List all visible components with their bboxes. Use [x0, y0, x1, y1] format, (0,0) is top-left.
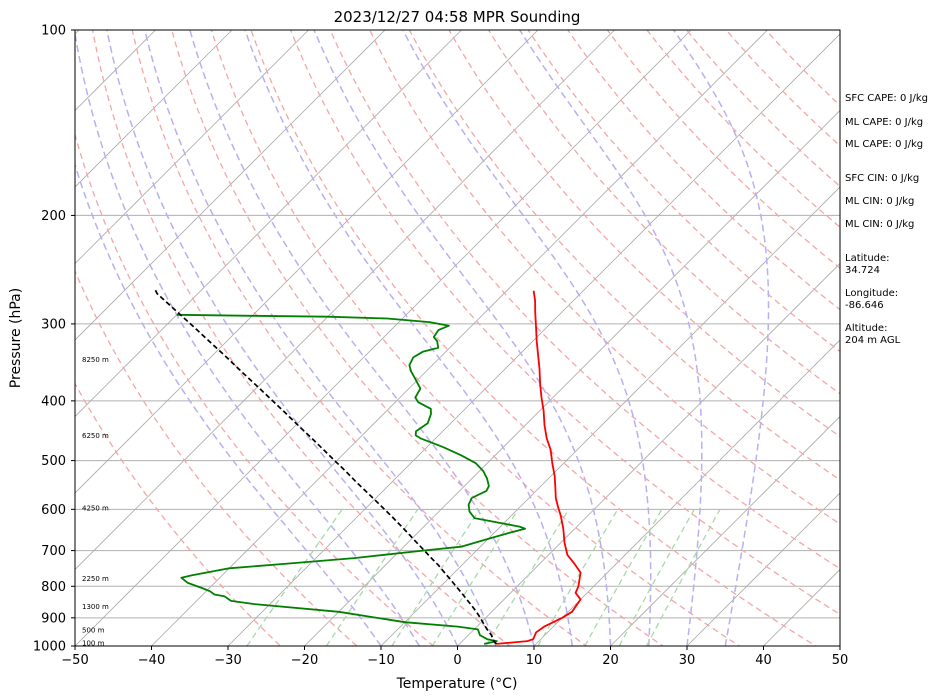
background-lines [0, 30, 840, 646]
dry-adiabat-line [448, 30, 840, 438]
dry-adiabat-line [329, 30, 840, 570]
x-tick-label: −20 [291, 653, 318, 668]
isotherm-line [457, 262, 840, 646]
isotherm-line [75, 30, 386, 341]
x-axis-label: Temperature (°C) [396, 676, 518, 692]
isotherm-line [75, 30, 233, 188]
x-tick-label: 20 [602, 653, 619, 668]
stat-ml-cin-2: ML CIN: 0 J/kg [845, 219, 915, 230]
isotherm-line [75, 30, 615, 571]
latitude-value: 34.724 [845, 265, 880, 276]
moist-adiabat-line [189, 30, 535, 646]
longitude-label: Longitude: [845, 288, 899, 299]
isotherm-line [75, 30, 309, 265]
altitude-label: 100 m [82, 639, 105, 647]
y-tick-label: 500 [41, 454, 66, 469]
y-tick-label: 200 [41, 209, 66, 224]
isotherm-line [533, 339, 840, 646]
stat-sfc-cin: SFC CIN: 0 J/kg [845, 173, 920, 184]
x-tick-label: 40 [755, 653, 772, 668]
y-axis-label: Pressure (hPa) [8, 288, 24, 388]
y-tick-label: 800 [41, 580, 66, 595]
dry-adiabat-line [131, 30, 588, 646]
altitude-labels: 100 m 500 m 1300 m 2250 m 4250 m 6250 m 8250 m [82, 356, 109, 647]
moist-adiabat-line [402, 30, 652, 646]
mixing-ratio-line [325, 508, 419, 646]
altitude-label: Altitude: [845, 323, 888, 334]
stat-sfc-cape: SFC CAPE: 0 J/kg [845, 93, 928, 104]
dry-adiabat-line [408, 30, 840, 481]
x-tick-label: −10 [367, 653, 394, 668]
moist-adiabat-line [106, 30, 459, 646]
y-tick-label: 400 [41, 394, 66, 409]
isotherm-line [75, 30, 692, 646]
mixing-ratio-line [646, 508, 721, 646]
dry-adiabat-line [210, 30, 741, 646]
longitude-value: -86.646 [845, 300, 884, 311]
altitude-value: 204 m AGL [845, 335, 901, 346]
isotherm-line [304, 109, 840, 646]
mixing-ratio-line [584, 508, 663, 646]
dry-adiabat-line [75, 382, 282, 646]
mixing-ratio-line [431, 508, 519, 646]
y-tick-label: 100 [41, 24, 66, 39]
isotherm-line [610, 415, 840, 646]
stat-ml-cin: ML CIN: 0 J/kg [845, 196, 915, 207]
isotherm-line [151, 30, 768, 646]
chart-title: 2023/12/27 04:58 MPR Sounding [334, 8, 581, 26]
moist-adiabat-line [75, 162, 382, 646]
stat-ml-cape-2: ML CAPE: 0 J/kg [845, 139, 924, 150]
x-tick-label: 10 [526, 653, 543, 668]
isotherm-line [380, 186, 840, 646]
x-tick-label: 30 [679, 653, 696, 668]
y-tick-label: 900 [41, 611, 66, 626]
dewpoint-line [176, 313, 526, 645]
isotherm-line [686, 492, 840, 646]
mixing-ratio-line [485, 508, 570, 646]
y-tick-label: 600 [41, 503, 66, 518]
y-tick-label: 1000 [33, 640, 66, 655]
mixing-ratio-line [537, 508, 619, 646]
altitude-label: 500 m [82, 627, 105, 635]
isotherm-line [75, 30, 539, 494]
y-tick-label: 700 [41, 544, 66, 559]
profile-lines [153, 287, 582, 645]
moist-adiabat-line [519, 30, 703, 646]
altitude-label: 4250 m [82, 505, 109, 513]
x-tick-label: −50 [61, 653, 88, 668]
dry-adiabat-line [250, 30, 818, 646]
mixing-ratio-line [391, 508, 481, 646]
dry-adiabat-line [289, 30, 840, 616]
isotherm-line [0, 30, 3, 646]
temperature-line [496, 290, 582, 645]
x-tick-label: −40 [138, 653, 165, 668]
altitude-label: 8250 m [82, 356, 109, 364]
altitude-label: 6250 m [82, 432, 109, 440]
dry-adiabat-line [75, 269, 358, 646]
altitude-label: 1300 m [82, 603, 109, 611]
parcel-path-line [153, 287, 498, 645]
moist-adiabat-line [313, 30, 612, 646]
dry-adiabat-line [91, 30, 511, 646]
latitude-label: Latitude: [845, 253, 890, 264]
isotherm-line [75, 30, 462, 418]
stat-ml-cape: ML CAPE: 0 J/kg [845, 117, 924, 128]
x-tick-label: 0 [453, 653, 461, 668]
moist-adiabat-line [244, 30, 574, 646]
dry-adiabat-line [487, 30, 840, 395]
moist-adiabat-line [144, 30, 497, 646]
x-tick-label: −30 [214, 653, 241, 668]
axis-ticks: −50 −40 −30 −20 −10 0 10 20 30 40 50 100 200 300 400 50… [33, 24, 848, 669]
x-tick-label: 50 [832, 653, 849, 668]
moist-adiabat-line [673, 30, 770, 646]
moist-adiabat-line [75, 30, 420, 646]
altitude-label: 2250 m [82, 575, 109, 583]
mixing-ratio-line [618, 508, 695, 646]
y-tick-label: 300 [41, 317, 66, 332]
mixing-ratio-line [246, 508, 343, 646]
dry-adiabat-line [369, 30, 840, 525]
